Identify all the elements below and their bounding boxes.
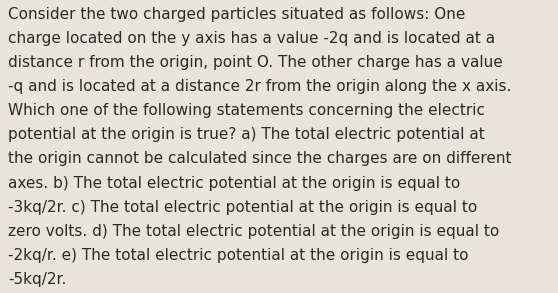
Text: the origin cannot be calculated since the charges are on different: the origin cannot be calculated since th… [8, 151, 512, 166]
Text: -q and is located at a distance 2r from the origin along the x axis.: -q and is located at a distance 2r from … [8, 79, 512, 94]
Text: axes. b) The total electric potential at the origin is equal to: axes. b) The total electric potential at… [8, 176, 460, 190]
Text: distance r from the origin, point O. The other charge has a value: distance r from the origin, point O. The… [8, 55, 503, 70]
Text: Consider the two charged particles situated as follows: One: Consider the two charged particles situa… [8, 7, 466, 22]
Text: -2kq/r. e) The total electric potential at the origin is equal to: -2kq/r. e) The total electric potential … [8, 248, 469, 263]
Text: -5kq/2r.: -5kq/2r. [8, 272, 67, 287]
Text: potential at the origin is true? a) The total electric potential at: potential at the origin is true? a) The … [8, 127, 485, 142]
Text: zero volts. d) The total electric potential at the origin is equal to: zero volts. d) The total electric potent… [8, 224, 499, 239]
Text: charge located on the y axis has a value -2q and is located at a: charge located on the y axis has a value… [8, 31, 496, 46]
Text: Which one of the following statements concerning the electric: Which one of the following statements co… [8, 103, 485, 118]
Text: -3kq/2r. c) The total electric potential at the origin is equal to: -3kq/2r. c) The total electric potential… [8, 200, 478, 214]
